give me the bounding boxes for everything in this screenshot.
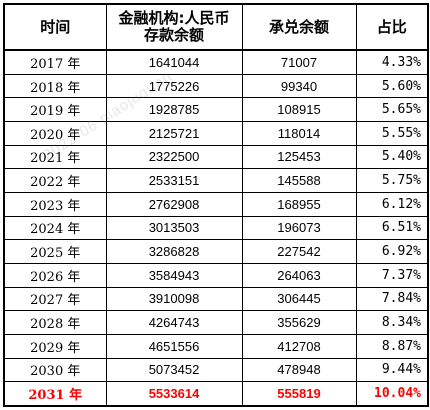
deposit-acceptance-table: 时间 金融机构:人民币 存款余额 承兑余额 占比 2017 年 1641044 71… [3, 3, 429, 407]
acceptance-balance-cell: 264063 [241, 262, 357, 288]
share-cell: 8.34% [355, 310, 429, 335]
table-row: 2025 年 3286828 227542 6.92% [3, 239, 429, 264]
acceptance-balance-cell: 108915 [241, 97, 357, 122]
deposit-balance-cell: 3013503 [105, 215, 243, 241]
deposit-balance-cell: 5533614 [105, 381, 243, 407]
share-cell: 5.40% [355, 144, 429, 170]
deposit-balance-cell: 1775226 [105, 73, 243, 99]
year-cell: 2022 年 [3, 168, 107, 193]
share-cell: 9.44% [355, 357, 429, 383]
table-row: 2031 年 5533614 555819 10.04% [3, 381, 429, 407]
year-cell: 2027 年 [3, 286, 107, 312]
acceptance-balance-cell: 306445 [241, 286, 357, 312]
year-cell: 2029 年 [3, 333, 107, 359]
share-cell: 5.60% [355, 73, 429, 99]
deposit-balance-cell: 2762908 [105, 191, 243, 217]
table-row: 2030 年 5073452 478948 9.44% [3, 357, 429, 383]
year-cell: 2020 年 [3, 120, 107, 146]
deposit-balance-cell: 1928785 [105, 97, 243, 122]
data-table-container: 时间 金融机构:人民币 存款余额 承兑余额 占比 2017 年 1641044 71… [3, 3, 429, 407]
deposit-balance-cell: 3584943 [105, 262, 243, 288]
share-cell: 6.92% [355, 239, 429, 264]
deposit-balance-cell: 3910098 [105, 286, 243, 312]
year-cell: 2017 年 [3, 49, 107, 75]
share-cell: 6.51% [355, 215, 429, 241]
header-time: 时间 [3, 3, 107, 51]
year-cell: 2026 年 [3, 262, 107, 288]
share-cell: 5.55% [355, 120, 429, 146]
table-row: 2021 年 2322500 125453 5.40% [3, 144, 429, 170]
deposit-balance-cell: 5073452 [105, 357, 243, 383]
acceptance-balance-cell: 125453 [241, 144, 357, 170]
acceptance-balance-cell: 118014 [241, 120, 357, 146]
table-row: 2028 年 4264743 355629 8.34% [3, 310, 429, 335]
acceptance-balance-cell: 71007 [241, 49, 357, 75]
acceptance-balance-cell: 227542 [241, 239, 357, 264]
year-cell: 2028 年 [3, 310, 107, 335]
header-deposit-line1: 金融机构:人民币 [118, 9, 230, 27]
header-acceptance-balance: 承兑余额 [241, 3, 357, 51]
deposit-balance-cell: 4651556 [105, 333, 243, 359]
year-cell: 2021 年 [3, 144, 107, 170]
year-cell: 2024 年 [3, 215, 107, 241]
table-row: 2019 年 1928785 108915 5.65% [3, 97, 429, 122]
table-row: 2026 年 3584943 264063 7.37% [3, 262, 429, 288]
deposit-balance-cell: 4264743 [105, 310, 243, 335]
acceptance-balance-cell: 355629 [241, 310, 357, 335]
deposit-balance-cell: 2125721 [105, 120, 243, 146]
year-cell: 2023 年 [3, 191, 107, 217]
acceptance-balance-cell: 168955 [241, 191, 357, 217]
share-cell: 10.04% [355, 381, 429, 407]
table-row: 2023 年 2762908 168955 6.12% [3, 191, 429, 217]
share-cell: 6.12% [355, 191, 429, 217]
table-row: 2020 年 2125721 118014 5.55% [3, 120, 429, 146]
table-row: 2017 年 1641044 71007 4.33% [3, 49, 429, 75]
share-cell: 4.33% [355, 49, 429, 75]
header-deposit-line2: 存款余额 [143, 26, 204, 44]
deposit-balance-cell: 1641044 [105, 49, 243, 75]
deposit-balance-cell: 3286828 [105, 239, 243, 264]
share-cell: 7.37% [355, 262, 429, 288]
table-row: 2022 年 2533151 145588 5.75% [3, 168, 429, 193]
table-body: 2017 年 1641044 71007 4.33% 2018 年 1775226 9934… [3, 49, 429, 407]
deposit-balance-cell: 2322500 [105, 144, 243, 170]
year-cell: 2030 年 [3, 357, 107, 383]
header-deposit-balance: 金融机构:人民币 存款余额 [105, 3, 243, 51]
table-row: 2018 年 1775226 99340 5.60% [3, 73, 429, 99]
year-cell: 2018 年 [3, 73, 107, 99]
acceptance-balance-cell: 478948 [241, 357, 357, 383]
acceptance-balance-cell: 412708 [241, 333, 357, 359]
share-cell: 5.75% [355, 168, 429, 193]
acceptance-balance-cell: 99340 [241, 73, 357, 99]
deposit-balance-cell: 2533151 [105, 168, 243, 193]
share-cell: 7.84% [355, 286, 429, 312]
year-cell: 2025 年 [3, 239, 107, 264]
table-header-row: 时间 金融机构:人民币 存款余额 承兑余额 占比 [3, 3, 429, 51]
share-cell: 8.87% [355, 333, 429, 359]
acceptance-balance-cell: 145588 [241, 168, 357, 193]
year-cell: 2031 年 [3, 381, 107, 407]
share-cell: 5.65% [355, 97, 429, 122]
table-row: 2024 年 3013503 196073 6.51% [3, 215, 429, 241]
header-share: 占比 [355, 3, 429, 51]
acceptance-balance-cell: 196073 [241, 215, 357, 241]
year-cell: 2019 年 [3, 97, 107, 122]
table-row: 2027 年 3910098 306445 7.84% [3, 286, 429, 312]
table-row: 2029 年 4651556 412708 8.87% [3, 333, 429, 359]
acceptance-balance-cell: 555819 [241, 381, 357, 407]
